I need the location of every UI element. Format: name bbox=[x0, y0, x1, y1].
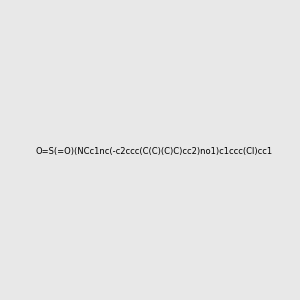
Text: O=S(=O)(NCc1nc(-c2ccc(C(C)(C)C)cc2)no1)c1ccc(Cl)cc1: O=S(=O)(NCc1nc(-c2ccc(C(C)(C)C)cc2)no1)c… bbox=[35, 147, 272, 156]
